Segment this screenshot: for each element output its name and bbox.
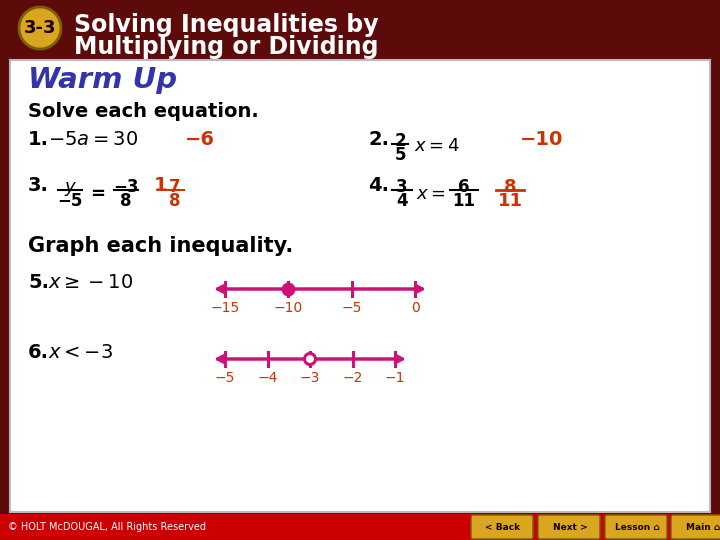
Text: 7: 7 bbox=[169, 178, 181, 196]
Text: 8: 8 bbox=[169, 192, 181, 210]
Text: y: y bbox=[65, 178, 76, 196]
Text: $x = 4$: $x = 4$ bbox=[414, 137, 459, 155]
Text: © HOLT McDOUGAL, All Rights Reserved: © HOLT McDOUGAL, All Rights Reserved bbox=[8, 522, 206, 532]
Text: 0: 0 bbox=[410, 301, 419, 315]
Circle shape bbox=[305, 354, 315, 364]
Text: Multiplying or Dividing: Multiplying or Dividing bbox=[74, 35, 379, 59]
Text: < Back: < Back bbox=[485, 523, 521, 531]
Text: 8: 8 bbox=[120, 192, 132, 210]
Text: 1.: 1. bbox=[28, 130, 49, 149]
Text: −5: −5 bbox=[341, 301, 362, 315]
Bar bbox=[0, 0, 720, 56]
Text: Solve each equation.: Solve each equation. bbox=[28, 102, 258, 121]
Text: $x=$: $x=$ bbox=[416, 185, 446, 203]
Text: −2: −2 bbox=[342, 371, 363, 385]
Text: =: = bbox=[90, 185, 105, 203]
Text: 3: 3 bbox=[396, 178, 408, 196]
Circle shape bbox=[19, 7, 61, 49]
Text: −5: −5 bbox=[215, 371, 235, 385]
Text: Main ⌂: Main ⌂ bbox=[686, 523, 720, 531]
Text: Graph each inequality.: Graph each inequality. bbox=[28, 236, 293, 256]
Text: 3-3: 3-3 bbox=[24, 19, 56, 37]
Text: Solving Inequalities by: Solving Inequalities by bbox=[74, 13, 379, 37]
Text: −3: −3 bbox=[113, 178, 139, 196]
Text: 11: 11 bbox=[452, 192, 475, 210]
Text: −4: −4 bbox=[257, 371, 278, 385]
Text: 3.: 3. bbox=[28, 176, 49, 195]
Text: 5: 5 bbox=[395, 146, 406, 164]
Text: −6: −6 bbox=[185, 130, 215, 149]
FancyBboxPatch shape bbox=[538, 515, 600, 539]
Text: −5: −5 bbox=[58, 192, 83, 210]
Text: 1: 1 bbox=[154, 176, 168, 195]
FancyBboxPatch shape bbox=[471, 515, 533, 539]
Text: −1: −1 bbox=[384, 371, 405, 385]
Text: 2: 2 bbox=[394, 132, 406, 150]
Text: Warm Up: Warm Up bbox=[28, 66, 177, 94]
Text: $-5a = 30$: $-5a = 30$ bbox=[48, 130, 138, 149]
Text: 6: 6 bbox=[458, 178, 469, 196]
Text: 4: 4 bbox=[396, 192, 408, 210]
Text: Lesson ⌂: Lesson ⌂ bbox=[615, 523, 660, 531]
Text: 8: 8 bbox=[504, 178, 516, 196]
Bar bbox=[0, 514, 720, 540]
Text: $x < -3$: $x < -3$ bbox=[48, 343, 113, 362]
FancyBboxPatch shape bbox=[671, 515, 720, 539]
Text: $x \geq -10$: $x \geq -10$ bbox=[48, 273, 133, 292]
Text: 6.: 6. bbox=[28, 343, 49, 362]
Text: Next >: Next > bbox=[553, 523, 588, 531]
Text: −10: −10 bbox=[520, 130, 563, 149]
Text: 5.: 5. bbox=[28, 273, 49, 292]
FancyBboxPatch shape bbox=[10, 60, 710, 512]
Text: 2.: 2. bbox=[368, 130, 389, 149]
FancyBboxPatch shape bbox=[605, 515, 667, 539]
Text: −3: −3 bbox=[300, 371, 320, 385]
Text: 4.: 4. bbox=[368, 176, 389, 195]
Text: 11: 11 bbox=[498, 192, 523, 210]
Text: −10: −10 bbox=[274, 301, 303, 315]
Text: −15: −15 bbox=[210, 301, 240, 315]
